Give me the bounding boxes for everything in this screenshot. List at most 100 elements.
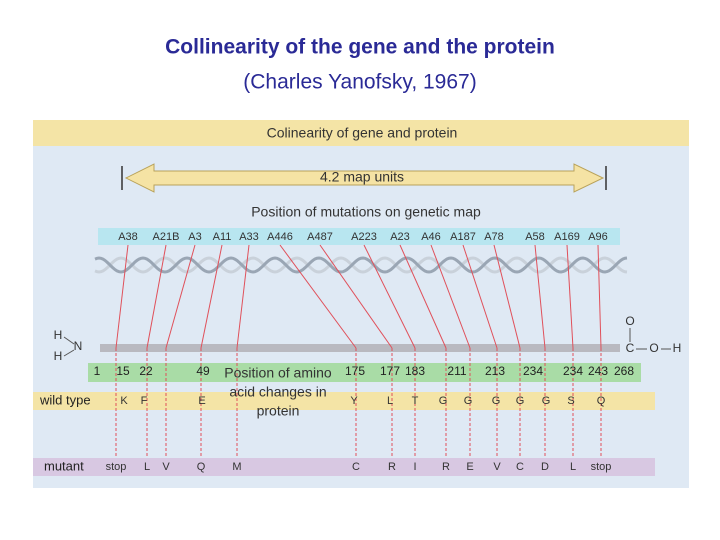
mutation-name: A487	[307, 231, 333, 243]
mutant-residue: I	[413, 461, 416, 473]
mutation-name: A187	[450, 231, 476, 243]
protein-bar	[100, 344, 620, 352]
slide-title: Collinearity of the gene and the protein	[165, 36, 555, 59]
bond	[63, 349, 75, 357]
mutation-link	[279, 244, 357, 349]
mutation-name: A46	[421, 231, 441, 243]
amino-position: 234	[563, 364, 583, 378]
c-terminus: H	[673, 341, 682, 355]
map-arrow	[124, 163, 605, 193]
dna-helix	[94, 256, 628, 274]
wild-type-residue: L	[387, 395, 393, 407]
amino-position: 49	[196, 364, 210, 378]
amino-position: 243	[588, 364, 608, 378]
mutation-name: A21B	[153, 231, 180, 243]
mutation-link	[566, 244, 574, 349]
mutation-name: A33	[239, 231, 259, 243]
mutation-name: A11	[213, 231, 232, 243]
mutation-name: A446	[267, 231, 293, 243]
amino-strip	[88, 363, 641, 382]
mutations-strip	[98, 228, 620, 245]
mutant-residue: E	[466, 461, 473, 473]
mutation-link	[115, 244, 129, 349]
amino-position: 1	[94, 364, 101, 378]
n-terminus: H	[54, 349, 63, 363]
wild-type-residue: Y	[350, 395, 358, 407]
wild-type-label: wild type	[39, 392, 91, 407]
mutations-label: Position of mutations on genetic map	[251, 204, 481, 220]
mutant-residue: M	[232, 461, 241, 473]
amino-position: 15	[116, 364, 130, 378]
mutation-link	[493, 244, 521, 349]
mutation-name: A96	[588, 231, 608, 243]
mutation-name: A223	[351, 231, 377, 243]
mutant-residue: C	[516, 461, 524, 473]
mutant-residue: L	[144, 461, 150, 473]
amino-position: 234	[523, 364, 543, 378]
mutation-link	[236, 244, 250, 349]
c-terminus: O	[625, 314, 634, 328]
mutant-residue: L	[570, 461, 576, 473]
amino-position: 211	[447, 364, 466, 378]
wild-type-residue: G	[464, 395, 473, 407]
wild-type-residue: T	[412, 395, 419, 407]
header-band	[33, 120, 689, 146]
mutant-strip	[33, 458, 655, 476]
c-terminus: C	[626, 341, 635, 355]
mutant-residue: V	[162, 461, 170, 473]
mutation-link	[165, 244, 196, 349]
n-terminus: H	[54, 328, 63, 342]
mutation-name: A38	[118, 231, 138, 243]
mutation-link	[146, 244, 167, 349]
amino-position: 175	[345, 364, 365, 378]
mutation-links	[115, 244, 602, 458]
wild-type-residue: G	[439, 395, 448, 407]
mutation-link	[534, 244, 546, 349]
bond	[63, 336, 75, 345]
amino-label: Position of amino	[224, 365, 332, 381]
figure-header: Colinearity of gene and protein	[267, 125, 458, 141]
mutant-residue: V	[493, 461, 501, 473]
wild-type-residue: Q	[597, 395, 606, 407]
wild-type-residue: G	[492, 395, 501, 407]
c-terminus: O	[649, 341, 658, 355]
mutant-residue: R	[442, 461, 450, 473]
mutant-residue: Q	[197, 461, 206, 473]
helix-strand	[94, 256, 628, 274]
mutation-name: A169	[554, 231, 580, 243]
amino-position: 268	[614, 364, 634, 378]
mutation-name: A78	[484, 231, 504, 243]
mutation-name: A23	[390, 231, 410, 243]
wild-type-strip	[33, 392, 655, 410]
helix-strand	[94, 256, 628, 274]
mutation-link	[319, 244, 393, 349]
amino-position: 213	[485, 364, 505, 378]
mutation-link	[597, 244, 602, 349]
mutation-link	[430, 244, 471, 349]
mutation-name: A3	[188, 231, 201, 243]
mutant-residue: stop	[591, 461, 612, 473]
wild-type-residue: G	[542, 395, 551, 407]
mutant-residue: D	[541, 461, 549, 473]
amino-position: 177	[380, 364, 400, 378]
amino-label: acid changes in	[229, 384, 326, 400]
mutation-link	[200, 244, 223, 349]
slide-subtitle: (Charles Yanofsky, 1967)	[243, 71, 476, 94]
mutant-residue: stop	[106, 461, 127, 473]
wild-type-residue: K	[120, 395, 128, 407]
amino-position: 22	[139, 364, 153, 378]
mutation-name: A58	[525, 231, 545, 243]
mutation-link	[399, 244, 447, 349]
wild-type-residue: G	[516, 395, 525, 407]
amino-label: protein	[257, 403, 300, 419]
mutation-link	[462, 244, 498, 349]
n-terminus: N	[74, 339, 83, 353]
wild-type-residue: S	[567, 395, 574, 407]
wild-type-residue: F	[141, 395, 148, 407]
map-units: 4.2 map units	[320, 169, 404, 185]
mutation-link	[363, 244, 416, 349]
mutant-residue: C	[352, 461, 360, 473]
mutant-label: mutant	[44, 458, 84, 473]
mutant-residue: R	[388, 461, 396, 473]
